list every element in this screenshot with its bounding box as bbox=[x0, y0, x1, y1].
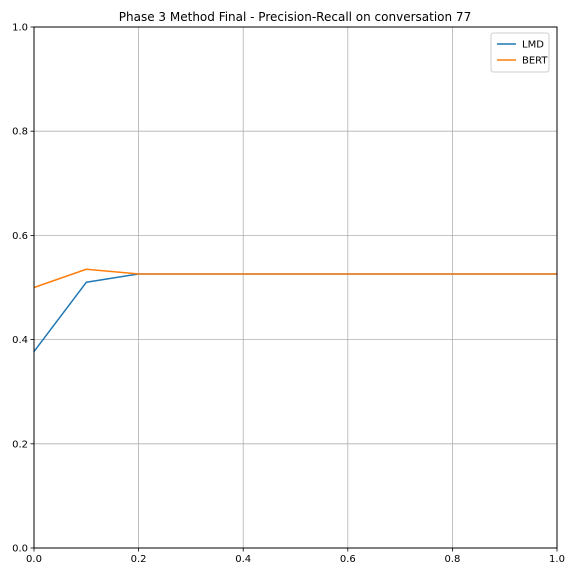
x-tick-label: 1.0 bbox=[549, 554, 565, 565]
x-tick-label: 0.6 bbox=[340, 554, 356, 565]
chart-title: Phase 3 Method Final - Precision-Recall … bbox=[119, 10, 471, 24]
y-tick-label: 0.2 bbox=[12, 439, 28, 450]
plot-frame bbox=[33, 26, 558, 549]
series-line-bert bbox=[33, 268, 557, 289]
series-lines bbox=[33, 268, 557, 353]
y-tick-label: 0.0 bbox=[12, 544, 28, 555]
legend-label-lmd: LMD bbox=[522, 40, 544, 51]
y-tick-label: 0.6 bbox=[12, 231, 28, 242]
y-tick-label: 0.4 bbox=[12, 335, 28, 346]
legend-label-bert: BERT bbox=[522, 56, 548, 67]
x-tick-label: 0.8 bbox=[444, 554, 460, 565]
x-tick-label: 0.2 bbox=[131, 554, 147, 565]
x-tick-label: 0.4 bbox=[235, 554, 251, 565]
legend: LMD BERT bbox=[490, 32, 550, 73]
axis-ticks: 0.0 0.2 0.4 0.6 0.8 1.0 0.0 0.2 0.4 0.6 0.8 1.0 bbox=[12, 23, 565, 566]
y-tick-label: 1.0 bbox=[12, 23, 28, 34]
legend-box bbox=[490, 32, 550, 73]
x-tick-label: 0.0 bbox=[26, 554, 42, 565]
y-tick-label: 0.8 bbox=[12, 127, 28, 138]
